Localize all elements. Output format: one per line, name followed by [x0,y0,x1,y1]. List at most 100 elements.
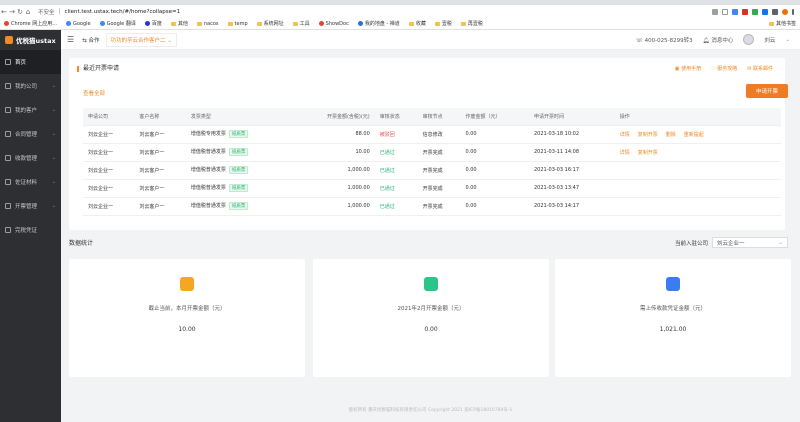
bookmark-folder[interactable]: 系统网址 [256,20,284,27]
bookmark-folder[interactable]: 收藏 [408,20,426,27]
certificate-icon [5,227,11,233]
bookmark-folder[interactable]: 壹税 [434,20,452,27]
column-header: 操作 [614,108,781,126]
url-input[interactable]: client.test.ustax.tech/#/home?collapse=1 [64,8,181,15]
view-all-link[interactable]: 查看全部 [83,91,106,97]
bookmark-google-translate[interactable]: Google 翻译 [99,20,136,27]
column-header: 审核节点 [417,108,461,126]
layers-icon [666,277,680,291]
bookmark-folder[interactable]: 工具 [292,20,310,27]
extension-icon[interactable] [732,8,738,15]
bookmark-zentao[interactable]: 我的地盘 - 禅道 [357,20,400,27]
table-cell: 信息修改 [417,125,461,144]
chevron-down-icon: ⌄ [51,83,56,89]
table-cell: 增值税普通发票 纸质票 [185,197,293,216]
row-action-link[interactable]: 删除 [665,131,676,138]
puzzle-icon[interactable] [772,8,778,15]
table-row: 刘云企业一 刘云客户一 增值税专用发票 纸质票 88.00 被驳回 信息修改 0.00 2021… [83,125,781,144]
sidebar-item-my-customers[interactable]: 我的客户 ⌄ [0,98,61,122]
extension-icon[interactable] [742,8,748,15]
forward-icon[interactable]: → [9,7,15,16]
bookmark-folder[interactable]: temp [227,21,248,27]
reload-icon[interactable]: ↻ [17,7,23,16]
bookmark-other[interactable]: 其他书签 [768,20,796,27]
avatar[interactable] [743,34,755,45]
column-header: 申请公司 [83,108,135,126]
table-cell-actions [614,197,781,216]
invoice-table: 申请公司 客户名称 发票类型 开票金额(含税)(元) 审核状态 审核节点 作废金… [83,108,781,216]
table-cell: 2021-03-11 14:08 [528,143,615,162]
sidebar-item-invoices[interactable]: 开票管理 ⌄ [0,194,61,218]
column-header: 审核状态 [374,108,418,126]
table-cell: 0.00 [460,179,529,198]
bookmark-chrome-store[interactable]: Chrome 网上应用... [4,20,57,27]
chevron-down-icon[interactable]: ⌄ [785,36,790,43]
bookmark-folder[interactable]: 再壹税 [460,20,483,27]
bookmark-showdoc[interactable]: ShowDoc [318,21,349,27]
user-name[interactable]: 刘云 [764,37,776,44]
phone-contact: ☏ 400-025-8299转3 [636,37,693,44]
table-cell-actions: 详情 复制开票 删除 重新提起 [614,125,781,144]
home-icon[interactable]: ⌂ [25,7,31,16]
browser-tab-strip [0,0,800,5]
business-selector[interactable]: 功功的芋云合作客户二 ⌄ [105,32,177,47]
column-header: 发票类型 [185,108,293,126]
menu-toggle-icon[interactable]: ☰ [67,35,75,44]
table-cell: 刘云企业一 [83,125,135,144]
row-action-link[interactable]: 详情 [619,149,630,156]
table-cell: 已通过 [374,143,418,162]
extension-icon[interactable] [762,8,768,15]
stat-card-month-invoice: 截止当前，本月开票金额（元） 10.00 [69,259,305,377]
message-center[interactable]: 🔔︎ 消息中心 [702,37,734,44]
stat-label: 需上传收款凭证金额（元） [639,306,706,312]
browser-address-bar: ← → ↻ ⌂ 不安全 | client.test.ustax.tech/#/h… [0,5,800,18]
bookmark-google[interactable]: Google [65,21,91,27]
table-cell: 已通过 [374,161,418,180]
stat-label: 2021年2月开票金额（元） [397,306,465,312]
sidebar-item-contracts[interactable]: 合同管理 ⌄ [0,122,61,146]
bookmark-folder[interactable]: 其他 [170,20,188,27]
bookmark-folder[interactable]: nacos [196,21,219,27]
table-cell: 0.00 [460,125,529,144]
sidebar-item-payments[interactable]: 收款管理 ⌄ [0,146,61,170]
row-action-link[interactable]: 详情 [619,131,630,138]
extension-icon[interactable] [752,8,758,15]
sidebar: 优税猫ustax 首页 我的公司 ⌄ 我的客户 ⌄ 合同管理 ⌄ 收款管理 ⌄ 佐证材料… [0,30,61,422]
company-selector: 当前入驻公司 刘云企业一 ⌄ [675,237,788,248]
company-select-input[interactable]: 刘云企业一 ⌄ [712,237,788,248]
row-action-link[interactable]: 重新提起 [683,131,704,138]
profile-icon[interactable] [782,8,788,15]
document-icon [5,131,11,137]
table-header-row: 申请公司 客户名称 发票类型 开票金额(含税)(元) 审核状态 审核节点 作废金… [83,108,781,126]
service-guide-link[interactable]: ♡ 服务攻略 [711,66,738,72]
document-icon [424,277,438,291]
sidebar-item-home[interactable]: 首页 [0,50,61,74]
sidebar-item-tax-certificates[interactable]: 完税凭证 [0,218,61,242]
app-logo[interactable]: 优税猫ustax [0,30,61,50]
translate-icon[interactable] [712,8,718,15]
column-header: 作废金额（元） [460,108,529,126]
stat-card-upload-receipt: 需上传收款凭证金额（元） 1,021.00 [555,259,791,377]
wallet-icon [180,277,194,291]
contact-email-link[interactable]: ✉ 联系邮件 [747,66,773,72]
row-action-link[interactable]: 复制开票 [637,149,658,156]
stat-value: 1,021.00 [659,326,687,333]
column-header: 客户名称 [134,108,186,126]
apply-invoice-button[interactable]: 申请开票 [746,84,788,98]
menu-dots-icon[interactable] [792,8,794,15]
table-cell: 开票完成 [417,161,461,180]
sidebar-item-evidence[interactable]: 佐证材料 ⌄ [0,170,61,194]
back-icon[interactable]: ← [1,7,7,16]
cooperation-link[interactable]: ⇆ 合作 [82,37,100,44]
table-cell: 0.00 [460,161,529,180]
table-row: 刘云企业一 刘云客户一 增值税普通发票 纸质票 1,000.00 已通过 开票完成 0.00 2… [83,161,781,180]
table-cell: 已通过 [374,179,418,198]
bookmark-baidu[interactable]: 百度 [144,20,162,27]
bookmarks-bar: Chrome 网上应用... Google Google 翻译 百度 其他 na… [0,18,800,30]
star-icon[interactable] [722,8,728,15]
row-action-link[interactable]: 复制开票 [637,131,658,138]
user-manual-link[interactable]: ▣ 使用手册 [674,66,702,72]
security-indicator[interactable]: 不安全 [38,9,55,16]
sidebar-item-my-company[interactable]: 我的公司 ⌄ [0,74,61,98]
main-content: 最近开票申请 ▣ 使用手册 ♡ 服务攻略 ✉ 联系邮件 查看全部 申请开票 申请… [61,50,800,422]
